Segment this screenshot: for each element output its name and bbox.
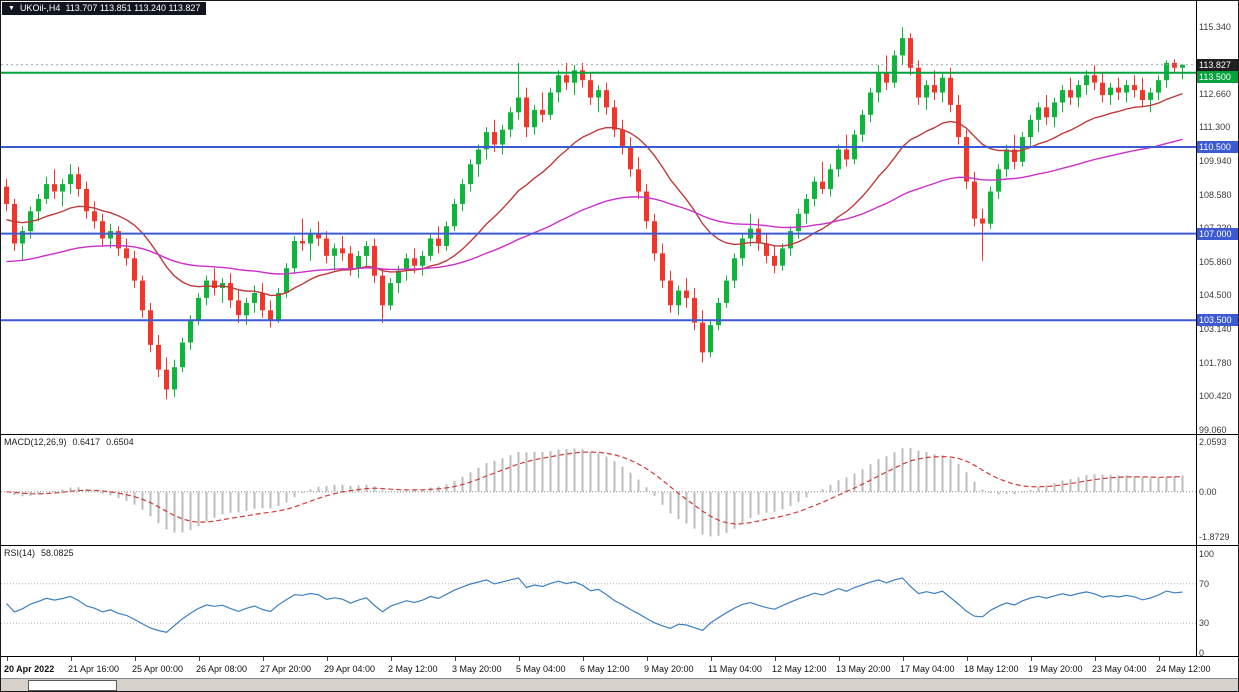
time-axis-tick (1158, 657, 1160, 661)
rsi-value: 58.0825 (41, 548, 74, 558)
time-axis-label: 5 May 04:00 (516, 664, 566, 674)
macd-value-main: 0.6417 (72, 437, 101, 447)
price-badge-110.500: 110.500 (1197, 141, 1238, 153)
time-axis-tick (70, 657, 72, 661)
time-axis-label: 11 May 04:00 (708, 664, 762, 674)
time-axis[interactable]: 20 Apr 2022 21 Apr 16:00 25 Apr 00:00 26 Ap… (1, 657, 1238, 678)
price-badge-107.000: 107.000 (1197, 227, 1238, 240)
chart-tab[interactable] (28, 680, 117, 691)
time-axis-tick (1094, 657, 1096, 661)
rsi-pane[interactable]: RSI(14) 58.0825 (1, 546, 1196, 656)
macd-pane[interactable]: MACD(12,26,9) 0.6417 0.6504 (1, 435, 1196, 545)
scale-separator (1196, 1, 1197, 656)
rsi-axis-label: 30 (1199, 618, 1210, 629)
macd-canvas[interactable] (1, 435, 1196, 545)
time-axis-tick (390, 657, 392, 661)
price-axis-label: 100.420 (1199, 391, 1232, 402)
chart-tab-bar (1, 678, 1238, 691)
price-axis-label: 111.300 (1199, 122, 1231, 133)
price-axis-label: 104.500 (1199, 290, 1232, 301)
time-axis-tick (710, 657, 712, 661)
symbol-timeframe-label: UKOil-,H4 (19, 3, 61, 13)
price-axis-label: 115.340 (1199, 22, 1231, 33)
time-axis-tick (774, 657, 776, 661)
rsi-axis[interactable]: 100 70 30 0 (1197, 546, 1238, 658)
time-axis-label: 24 May 12:00 (1156, 664, 1211, 674)
time-axis-tick (966, 657, 968, 661)
price-axis-label: 101.780 (1199, 357, 1232, 368)
time-axis-tick (326, 657, 328, 661)
price-axis-label: 99.060 (1199, 425, 1227, 435)
time-axis-tick (6, 657, 8, 661)
time-axis-tick (582, 657, 584, 661)
time-axis-label: 20 Apr 2022 (4, 664, 55, 674)
main-chart-pane[interactable]: ▼ UKOil-,H4 113.707 113.851 113.240 113.… (1, 1, 1196, 434)
macd-axis-label: -1.8729 (1199, 532, 1230, 543)
rsi-axis-label: 0 (1199, 648, 1205, 658)
time-axis-label: 27 Apr 20:00 (260, 664, 312, 674)
candlestick-canvas[interactable] (1, 1, 1196, 434)
macd-axis-label: 2.0593 (1199, 437, 1227, 447)
time-axis-label: 18 May 12:00 (964, 664, 1019, 674)
quote-ohlc-values: 113.707 113.851 113.240 113.827 (65, 3, 201, 13)
time-axis-label: 21 Apr 16:00 (68, 664, 120, 674)
rsi-name: RSI(14) (4, 548, 36, 558)
time-axis-label: 26 Apr 08:00 (196, 664, 248, 674)
price-axis-label: 112.660 (1199, 88, 1231, 99)
time-axis-label: 12 May 12:00 (772, 664, 827, 674)
rsi-canvas[interactable] (1, 546, 1196, 656)
time-axis-label: 2 May 12:00 (388, 664, 438, 674)
price-badge-113.827: 113.827 (1197, 58, 1238, 71)
time-axis-label: 29 Apr 04:00 (324, 664, 376, 674)
price-axis-label: 105.860 (1199, 256, 1232, 267)
price-axis[interactable]: 115.340112.660111.300109.940108.580107.2… (1197, 1, 1238, 435)
price-axis-label: 103.140 (1199, 324, 1232, 335)
time-axis-tick (838, 657, 840, 661)
rsi-axis-label: 70 (1199, 578, 1210, 589)
macd-name: MACD(12,26,9) (4, 437, 67, 447)
time-axis-tick (134, 657, 136, 661)
time-axis-tick (198, 657, 200, 661)
price-axis-label: 109.940 (1199, 155, 1232, 166)
chevron-down-icon[interactable]: ▼ (8, 5, 15, 12)
pane-separator[interactable] (1, 545, 1238, 546)
macd-indicator-label: MACD(12,26,9) 0.6417 0.6504 (4, 437, 134, 447)
rsi-axis-label: 100 (1199, 549, 1215, 559)
macd-value-signal: 0.6504 (106, 437, 134, 447)
price-badge-113.500: 113.500 (1197, 70, 1238, 83)
time-axis-label: 6 May 12:00 (580, 664, 630, 674)
pane-separator (1, 656, 1238, 657)
price-axis-label: 108.580 (1199, 189, 1232, 200)
price-badge-103.500: 103.500 (1197, 314, 1238, 327)
rsi-indicator-label: RSI(14) 58.0825 (4, 548, 74, 558)
time-axis-label: 17 May 04:00 (900, 664, 955, 674)
time-axis-label: 19 May 20:00 (1028, 664, 1083, 674)
time-axis-tick (646, 657, 648, 661)
macd-axis-label: 0.00 (1199, 486, 1217, 497)
time-axis-label: 3 May 20:00 (452, 664, 502, 674)
time-axis-tick (454, 657, 456, 661)
time-axis-label: 23 May 04:00 (1092, 664, 1147, 674)
pane-separator[interactable] (1, 434, 1238, 435)
time-axis-label: 9 May 20:00 (644, 664, 694, 674)
time-axis-label: 13 May 20:00 (836, 664, 891, 674)
time-axis-tick (1030, 657, 1032, 661)
time-axis-tick (518, 657, 520, 661)
time-axis-tick (262, 657, 264, 661)
quote-bar[interactable]: ▼ UKOil-,H4 113.707 113.851 113.240 113.… (2, 2, 207, 15)
macd-axis[interactable]: 2.0593 0.00 -1.8729 (1197, 435, 1238, 545)
time-axis-label: 25 Apr 00:00 (132, 664, 184, 674)
time-axis-tick (902, 657, 904, 661)
